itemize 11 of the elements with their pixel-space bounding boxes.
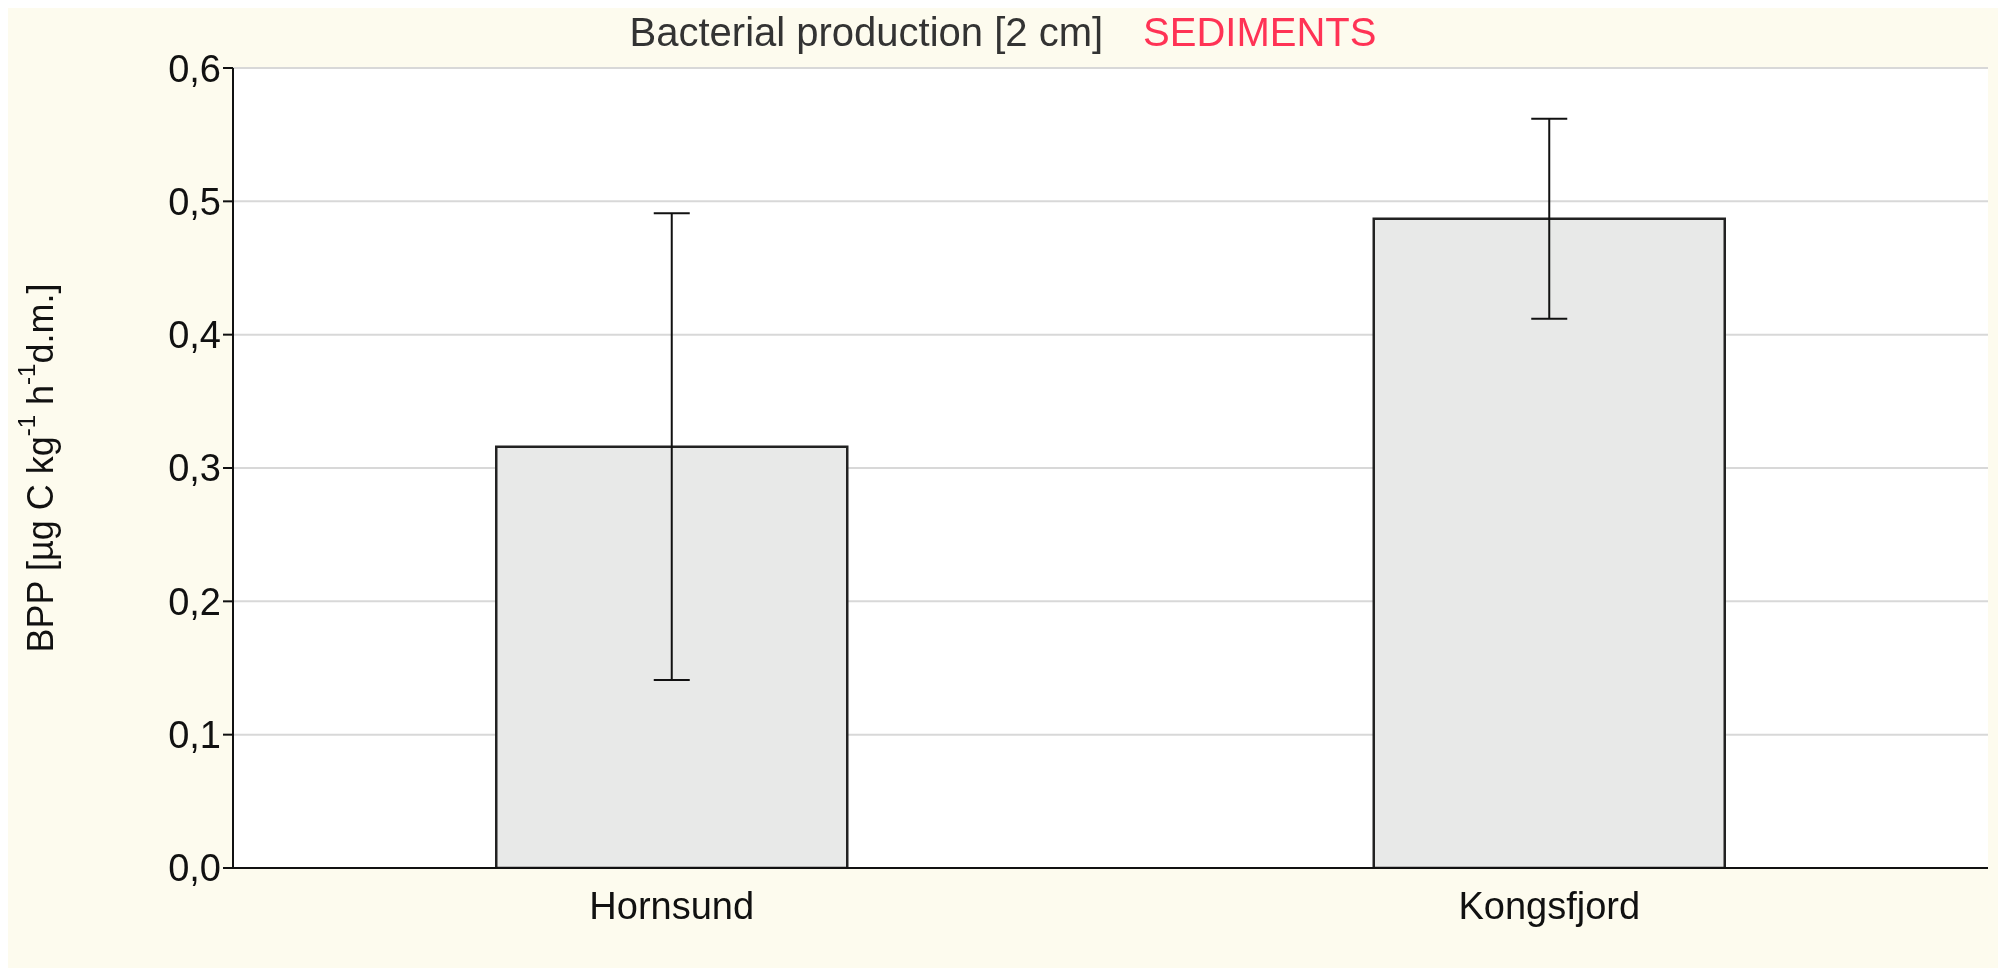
y-tick-label: 0,5 bbox=[168, 180, 221, 223]
y-tick-label: 0,6 bbox=[168, 47, 221, 90]
y-tick-label: 0,3 bbox=[168, 447, 221, 490]
y-tick-label: 0,4 bbox=[168, 314, 221, 357]
x-tick-label: Hornsund bbox=[589, 884, 755, 927]
y-tick-label: 0,0 bbox=[168, 847, 221, 890]
x-tick-label: Kongsfjord bbox=[1458, 884, 1641, 927]
chart-title: Bacterial production [2 cm] bbox=[629, 10, 1104, 54]
text: SEDIMENTS bbox=[1143, 10, 1377, 54]
y-tick-label: 0,2 bbox=[168, 580, 221, 623]
y-tick-label: 0,1 bbox=[168, 714, 221, 757]
